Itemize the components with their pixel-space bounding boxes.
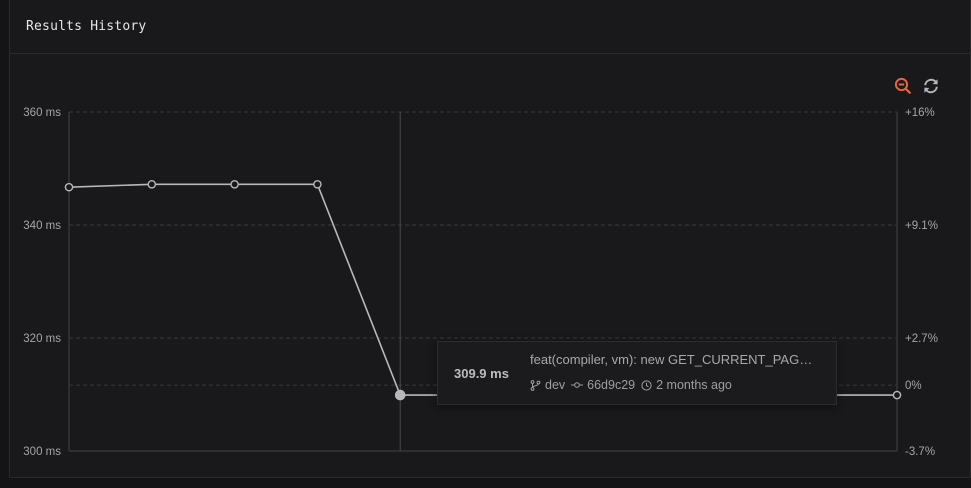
zoom-out-button[interactable]: [893, 76, 913, 96]
data-point: [313, 180, 322, 189]
y-tick-label: 300 ms: [23, 446, 61, 458]
tooltip-commit-message: feat(compiler, vm): new GET_CURRENT_PAG…: [530, 352, 813, 367]
y2-tick-label: +16%: [905, 107, 935, 119]
commit-icon: [571, 380, 584, 390]
data-point: [230, 180, 239, 189]
tooltip-meta: dev 66d9c29 2 months ago: [530, 378, 732, 392]
panel-title: Results History: [26, 19, 147, 34]
data-point: [892, 390, 902, 400]
data-point: [64, 182, 74, 192]
y2-tick-label: -3.7%: [905, 446, 935, 458]
tooltip-branch: dev: [545, 378, 566, 392]
y2-tick-label: +9.1%: [905, 220, 938, 232]
y2-tick-label: 0%: [905, 380, 922, 392]
y-tick-label: 320 ms: [23, 333, 61, 345]
branch-icon: [530, 379, 541, 391]
clock-icon: [641, 379, 652, 391]
data-point-tooltip: 309.9 ms feat(compiler, vm): new GET_CUR…: [437, 341, 837, 405]
chart-toolbar: [893, 76, 941, 96]
highlighted-point: [394, 389, 406, 401]
panel-header: Results History: [10, 0, 970, 54]
tooltip-time: 2 months ago: [656, 378, 732, 392]
tooltip-value: 309.9 ms: [454, 366, 509, 381]
data-point: [147, 180, 157, 189]
y-tick-label: 360 ms: [23, 107, 61, 119]
y2-tick-label: +2.7%: [905, 333, 938, 345]
refresh-icon: [924, 78, 938, 94]
y-tick-label: 340 ms: [23, 220, 61, 232]
tooltip-commit-hash: 66d9c29: [587, 378, 636, 392]
refresh-button[interactable]: [921, 76, 941, 96]
zoom-out-icon: [894, 77, 911, 94]
